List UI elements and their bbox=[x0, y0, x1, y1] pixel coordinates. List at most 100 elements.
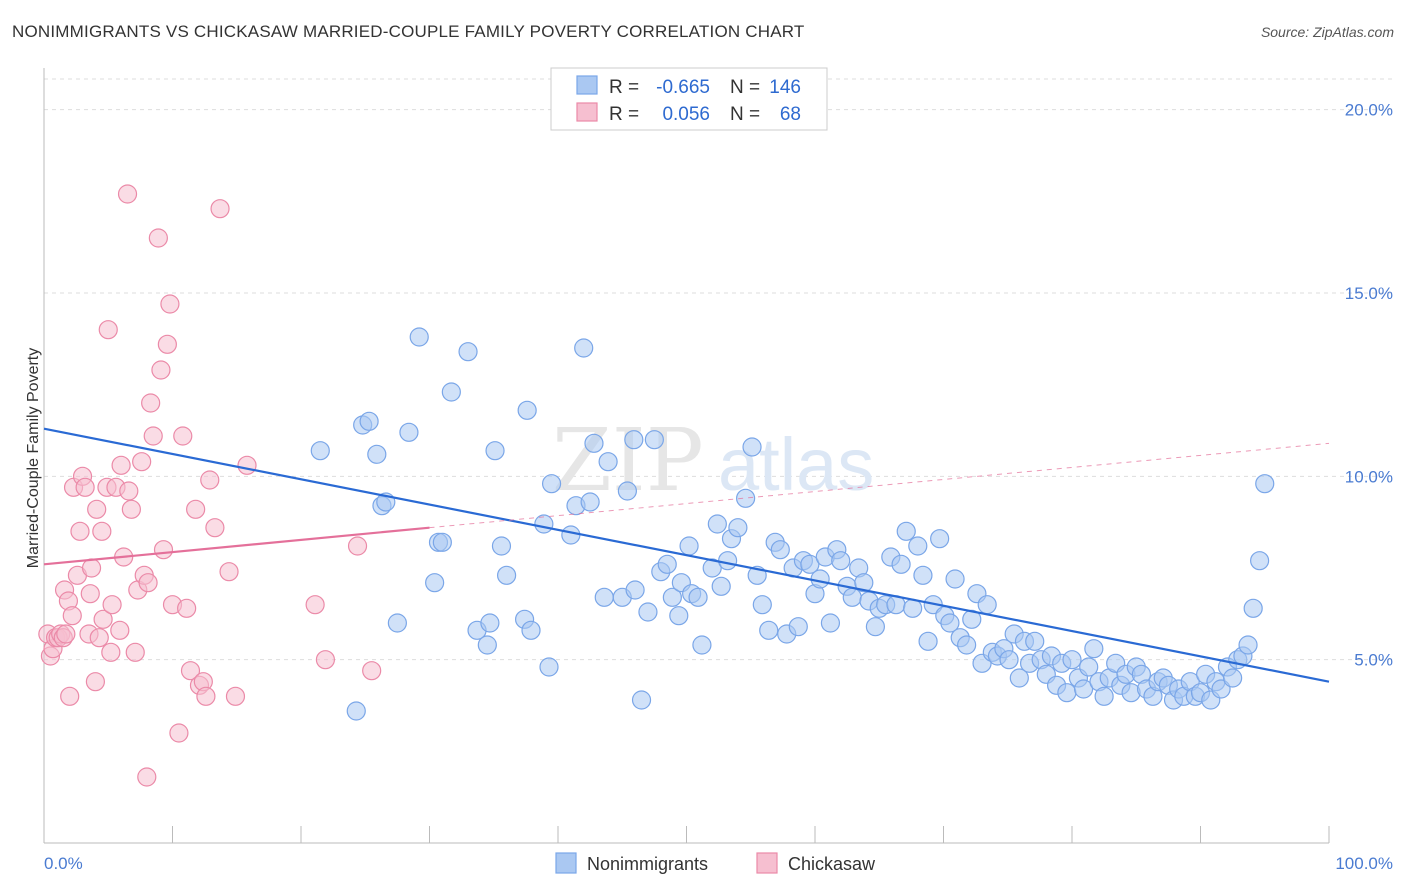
nonimmigrants-point bbox=[561, 525, 581, 545]
bottom-legend-swatch-pink bbox=[756, 852, 778, 874]
legend-swatch-blue bbox=[576, 75, 598, 95]
nonimmigrants-point bbox=[541, 474, 562, 494]
chickasaw-point bbox=[60, 686, 80, 706]
chickasaw-point bbox=[186, 499, 206, 519]
nonimmigrants-point bbox=[788, 617, 808, 637]
chickasaw-point bbox=[177, 598, 197, 618]
nonimmigrants-point bbox=[800, 554, 820, 574]
chickasaw-point bbox=[305, 595, 325, 615]
nonimmigrants-point bbox=[480, 613, 500, 633]
nonimmigrants-point bbox=[918, 631, 938, 651]
trend-lines bbox=[43, 427, 1330, 683]
nonimmigrants-point bbox=[1255, 474, 1275, 494]
nonimmigrants-point bbox=[913, 565, 933, 585]
nonimmigrants-point bbox=[409, 327, 429, 347]
chickasaw-point bbox=[81, 558, 102, 578]
nonimmigrants-point bbox=[1211, 679, 1231, 699]
nonimmigrants-point bbox=[625, 580, 645, 600]
nonimmigrants-point bbox=[940, 613, 960, 633]
nonimmigrants-point bbox=[1094, 686, 1114, 706]
nonimmigrants-point bbox=[692, 635, 712, 655]
chickasaw-point bbox=[93, 609, 113, 629]
nonimmigrants-point bbox=[638, 602, 658, 622]
bottom-legend: Nonimmigrants Chickasaw bbox=[555, 852, 876, 874]
nonimmigrants-point bbox=[594, 587, 614, 607]
nonimmigrants-point bbox=[1084, 639, 1104, 659]
nonimmigrants-point bbox=[945, 569, 965, 589]
chickasaw-point bbox=[141, 393, 161, 413]
nonimmigrants-point bbox=[999, 650, 1019, 670]
chickasaw-point bbox=[98, 320, 118, 340]
nonimmigrants-point bbox=[425, 573, 445, 593]
nonimmigrants-point bbox=[534, 514, 554, 534]
nonimmigrants-point bbox=[399, 422, 419, 442]
nonimmigrants-point bbox=[517, 400, 537, 420]
nonimmigrants-point bbox=[432, 532, 452, 552]
chickasaw-point bbox=[237, 455, 257, 475]
chickasaw-point bbox=[169, 723, 189, 743]
nonimmigrants-point bbox=[441, 382, 461, 402]
chickasaw-point bbox=[205, 518, 225, 538]
nonimmigrants-point bbox=[477, 635, 497, 655]
chickasaw-point bbox=[225, 686, 246, 706]
chickasaw-point bbox=[210, 199, 230, 219]
nonimmigrants-point bbox=[617, 481, 637, 501]
nonimmigrants-point bbox=[624, 430, 644, 450]
y-tick-label: 5.0% bbox=[1354, 651, 1393, 670]
nonimmigrants-point bbox=[657, 554, 677, 574]
y-tick-label: 10.0% bbox=[1345, 467, 1393, 486]
nonimmigrants-point bbox=[1062, 650, 1082, 670]
chickasaw-point bbox=[102, 595, 122, 615]
nonimmigrants-point bbox=[1073, 679, 1094, 699]
chickasaw-point bbox=[157, 334, 177, 354]
x-tick-label-max: 100.0% bbox=[1335, 854, 1393, 873]
nonimmigrants-point bbox=[1223, 668, 1243, 688]
nonimmigrants-point bbox=[669, 606, 689, 626]
nonimmigrants-point bbox=[896, 521, 916, 541]
nonimmigrants-point bbox=[759, 620, 779, 640]
tick-labels: 5.0% 10.0% 15.0% 20.0% 0.0% 100.0% bbox=[44, 101, 1393, 873]
nonimmigrants-point bbox=[820, 613, 841, 633]
legend-r-value-1: -0.665 bbox=[656, 77, 710, 98]
chickasaw-trend-line bbox=[43, 526, 430, 566]
chickasaw-point bbox=[219, 562, 239, 582]
nonimmigrants-point bbox=[387, 613, 407, 633]
axes bbox=[43, 68, 1330, 844]
chickasaw-point bbox=[196, 686, 216, 706]
chickasaw-point bbox=[80, 584, 100, 604]
chickasaw-point bbox=[119, 481, 139, 501]
nonimmigrants-point bbox=[521, 620, 541, 640]
chickasaw-point bbox=[151, 360, 171, 380]
chickasaw-point bbox=[89, 628, 109, 648]
nonimmigrants-point bbox=[679, 536, 699, 556]
series-nonimmigrants bbox=[310, 327, 1275, 721]
chickasaw-point bbox=[137, 767, 157, 787]
nonimmigrants-point bbox=[865, 617, 885, 637]
chickasaw-point bbox=[143, 426, 163, 446]
nonimmigrants-point bbox=[574, 338, 594, 358]
nonimmigrants-point bbox=[485, 441, 505, 461]
legend-n-label-1: N = bbox=[730, 77, 760, 98]
nonimmigrants-point bbox=[662, 587, 682, 607]
legend-r-label-1: R = bbox=[609, 77, 639, 98]
chickasaw-point bbox=[153, 540, 174, 560]
chickasaw-point bbox=[117, 184, 138, 204]
series-chickasaw bbox=[38, 184, 382, 787]
chickasaw-point bbox=[347, 536, 368, 556]
nonimmigrants-point bbox=[810, 569, 830, 589]
bottom-legend-label-nonimmigrants: Nonimmigrants bbox=[587, 854, 708, 874]
nonimmigrants-point bbox=[718, 551, 738, 571]
nonimmigrants-trend-line bbox=[43, 427, 1330, 683]
chickasaw-point bbox=[200, 470, 220, 490]
nonimmigrants-point bbox=[728, 518, 748, 538]
y-tick-label: 15.0% bbox=[1345, 284, 1393, 303]
nonimmigrants-point bbox=[957, 635, 977, 655]
legend-box: R = -0.665 N = 146 R = 0.056 N = 68 bbox=[550, 67, 828, 131]
chickasaw-point bbox=[62, 606, 82, 626]
legend-n-value-1: 146 bbox=[769, 77, 801, 98]
chickasaw-point bbox=[362, 661, 382, 681]
nonimmigrants-point bbox=[908, 536, 928, 556]
chickasaw-point bbox=[132, 452, 152, 472]
nonimmigrants-point bbox=[891, 554, 911, 574]
nonimmigrants-point bbox=[742, 437, 762, 457]
